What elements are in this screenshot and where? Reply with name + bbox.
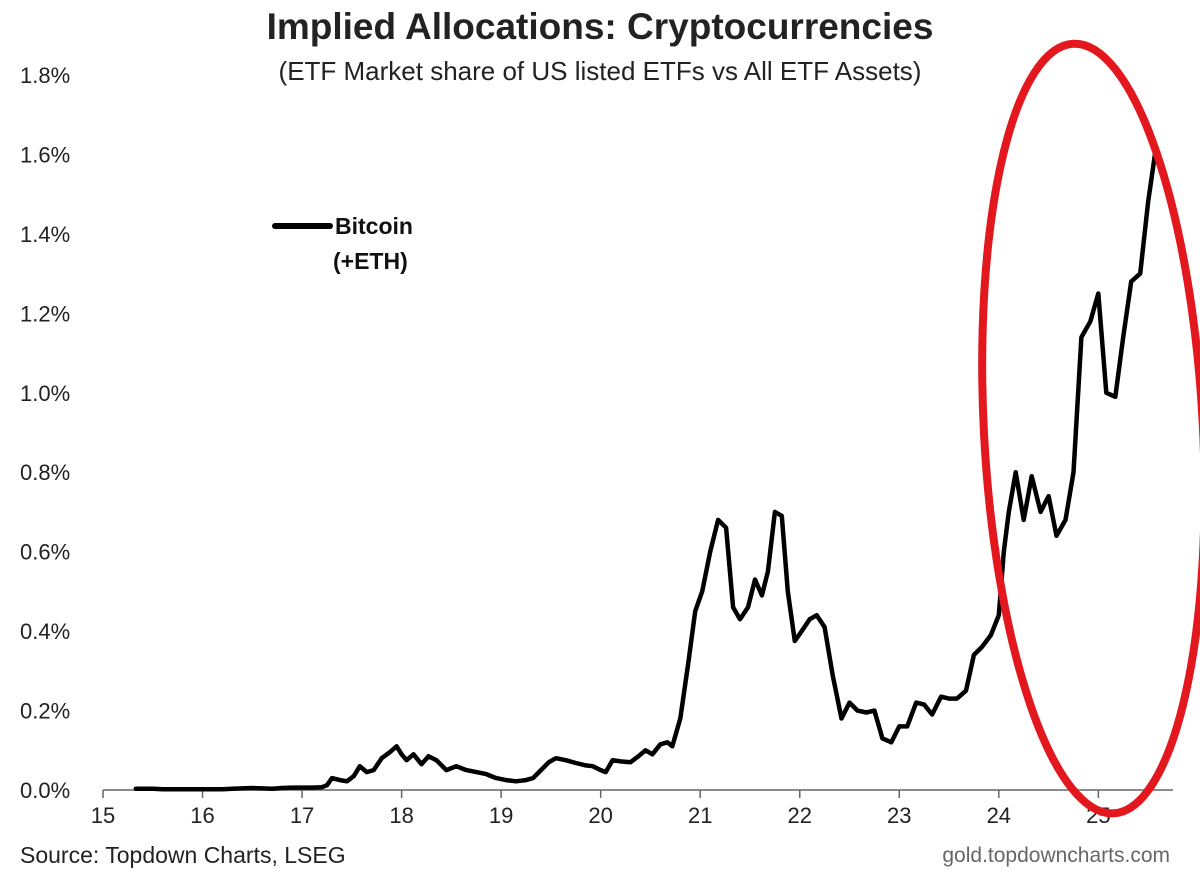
x-tick-label: 24	[987, 803, 1011, 828]
credit-url: gold.topdowncharts.com	[942, 844, 1170, 867]
y-tick-label: 1.4%	[20, 222, 70, 247]
x-tick-label: 19	[489, 803, 513, 828]
x-tick-label: 22	[788, 803, 812, 828]
legend-label: Bitcoin	[335, 213, 413, 239]
chart-subtitle: (ETF Market share of US listed ETFs vs A…	[278, 56, 922, 86]
y-tick-label: 0.0%	[20, 778, 70, 803]
y-tick-label: 0.6%	[20, 540, 70, 565]
y-tick-label: 0.8%	[20, 460, 70, 485]
x-tick-label: 21	[688, 803, 712, 828]
x-tick-label: 20	[588, 803, 612, 828]
chart-title: Implied Allocations: Cryptocurrencies	[266, 6, 934, 47]
x-tick-label: 17	[290, 803, 314, 828]
x-tick-label: 16	[190, 803, 214, 828]
y-tick-label: 0.2%	[20, 699, 70, 724]
y-tick-label: 0.4%	[20, 619, 70, 644]
y-tick-label: 1.6%	[20, 142, 70, 167]
source-note: Source: Topdown Charts, LSEG	[20, 842, 346, 868]
x-tick-label: 18	[389, 803, 413, 828]
legend-label: (+ETH)	[333, 248, 408, 274]
y-tick-label: 1.2%	[20, 301, 70, 326]
highlight-ellipse	[978, 39, 1200, 818]
y-tick-label: 1.0%	[20, 381, 70, 406]
y-tick-label: 1.8%	[20, 63, 70, 88]
x-tick-label: 23	[887, 803, 911, 828]
series-line-bitcoin	[133, 144, 1159, 792]
x-tick-label: 15	[91, 803, 115, 828]
